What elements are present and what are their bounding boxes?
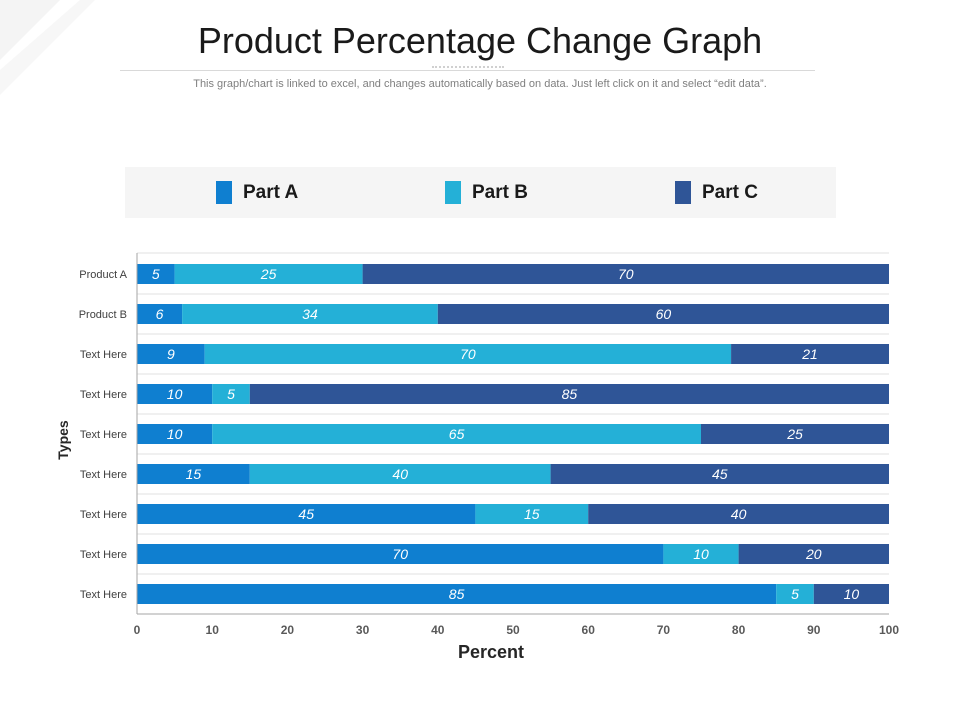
x-tick-label: 60 (582, 623, 596, 637)
x-tick-label: 0 (134, 623, 141, 637)
data-label-part-a: 9 (167, 346, 175, 362)
bar-segment-part-a (137, 584, 777, 604)
x-tick-label: 10 (206, 623, 220, 637)
bar-segment-part-c (731, 344, 889, 364)
y-tick-label: Text Here (80, 389, 127, 401)
bar-segment-part-a (137, 264, 175, 284)
bar-segment-part-b (663, 544, 739, 564)
bar-segment-part-c (437, 304, 889, 324)
data-label-part-b: 10 (693, 546, 709, 562)
data-label-part-a: 6 (156, 306, 164, 322)
bar-segment-part-a (137, 504, 476, 524)
data-label-part-c: 21 (801, 346, 818, 362)
data-label-part-b: 70 (460, 346, 476, 362)
bar-segment-part-b (212, 424, 701, 444)
y-tick-label: Text Here (80, 469, 127, 481)
legend-item-part-c: Part C (675, 167, 758, 218)
legend-label-part-a: Part A (243, 181, 299, 203)
page-title: Product Percentage Change Graph (197, 20, 763, 61)
data-label-part-c: 20 (805, 546, 822, 562)
chart-legend: Part A Part B Part C (125, 167, 836, 218)
bar-segment-part-b (174, 264, 363, 284)
bar-segment-part-b (475, 504, 589, 524)
bar-segment-part-b (212, 384, 250, 404)
x-tick-label: 30 (356, 623, 370, 637)
data-label-part-a: 15 (186, 466, 202, 482)
bar-segment-part-c (738, 544, 889, 564)
data-label-part-a: 5 (152, 266, 160, 282)
x-tick-label: 90 (807, 623, 821, 637)
data-label-part-b: 65 (449, 426, 465, 442)
data-label-part-a: 70 (392, 546, 408, 562)
bar-segment-part-a (137, 304, 183, 324)
x-tick-label: 80 (732, 623, 746, 637)
y-tick-label: Text Here (80, 549, 127, 561)
x-tick-label: 70 (657, 623, 671, 637)
data-label-part-c: 45 (712, 466, 728, 482)
legend-label-part-b: Part B (472, 181, 528, 203)
bar-segment-part-b (182, 304, 438, 324)
data-label-part-b: 5 (227, 386, 235, 402)
bar-segment-part-c (362, 264, 890, 284)
data-label-part-c: 40 (731, 506, 747, 522)
title-divider (120, 70, 815, 71)
legend-item-part-a: Part A (216, 167, 298, 218)
data-label-part-a: 45 (298, 506, 314, 522)
data-label-part-a: 10 (167, 386, 183, 402)
bar-segment-part-a (137, 384, 213, 404)
legend-swatch-part-b (445, 181, 461, 204)
data-label-part-a: 10 (167, 426, 183, 442)
data-label-part-c: 10 (844, 586, 860, 602)
y-tick-label: Text Here (80, 349, 127, 361)
bar-segment-part-c (813, 584, 889, 604)
bar-segment-part-b (249, 464, 551, 484)
data-label-part-c: 60 (656, 306, 672, 322)
legend-swatch-part-c (675, 181, 691, 204)
page-subtitle: This graph/chart is linked to excel, and… (193, 78, 767, 90)
x-tick-label: 50 (506, 623, 520, 637)
y-tick-label: Product B (79, 309, 127, 321)
bar-segment-part-a (137, 544, 664, 564)
y-tick-label: Text Here (80, 509, 127, 521)
bar-segment-part-c (701, 424, 889, 444)
bar-segment-part-a (137, 344, 205, 364)
legend-label-part-c: Part C (702, 181, 758, 203)
title-divider-dots (432, 66, 504, 74)
x-tick-label: 100 (879, 623, 899, 637)
x-tick-label: 20 (281, 623, 295, 637)
data-label-part-a: 85 (449, 586, 465, 602)
bar-segment-part-c (550, 464, 889, 484)
legend-item-part-b: Part B (445, 167, 528, 218)
corner-decoration (0, 0, 95, 95)
data-label-part-b: 25 (260, 266, 277, 282)
data-label-part-b: 34 (302, 306, 318, 322)
data-label-part-b: 15 (524, 506, 540, 522)
y-tick-label: Text Here (80, 589, 127, 601)
data-label-part-b: 5 (791, 586, 799, 602)
y-axis-title: Types (55, 420, 71, 460)
bar-segment-part-c (588, 504, 889, 524)
x-axis-title: Percent (458, 642, 524, 662)
bar-segment-part-b (776, 584, 814, 604)
legend-swatch-part-a (216, 181, 232, 204)
bar-segment-part-c (249, 384, 890, 404)
bar-segment-part-a (137, 464, 250, 484)
data-label-part-c: 70 (618, 266, 634, 282)
x-tick-label: 40 (431, 623, 445, 637)
data-label-part-c: 25 (786, 426, 803, 442)
bar-segment-part-b (204, 344, 732, 364)
data-label-part-b: 40 (392, 466, 408, 482)
y-tick-label: Product A (79, 269, 127, 281)
y-tick-label: Text Here (80, 429, 127, 441)
bar-segment-part-a (137, 424, 213, 444)
data-label-part-c: 85 (562, 386, 578, 402)
